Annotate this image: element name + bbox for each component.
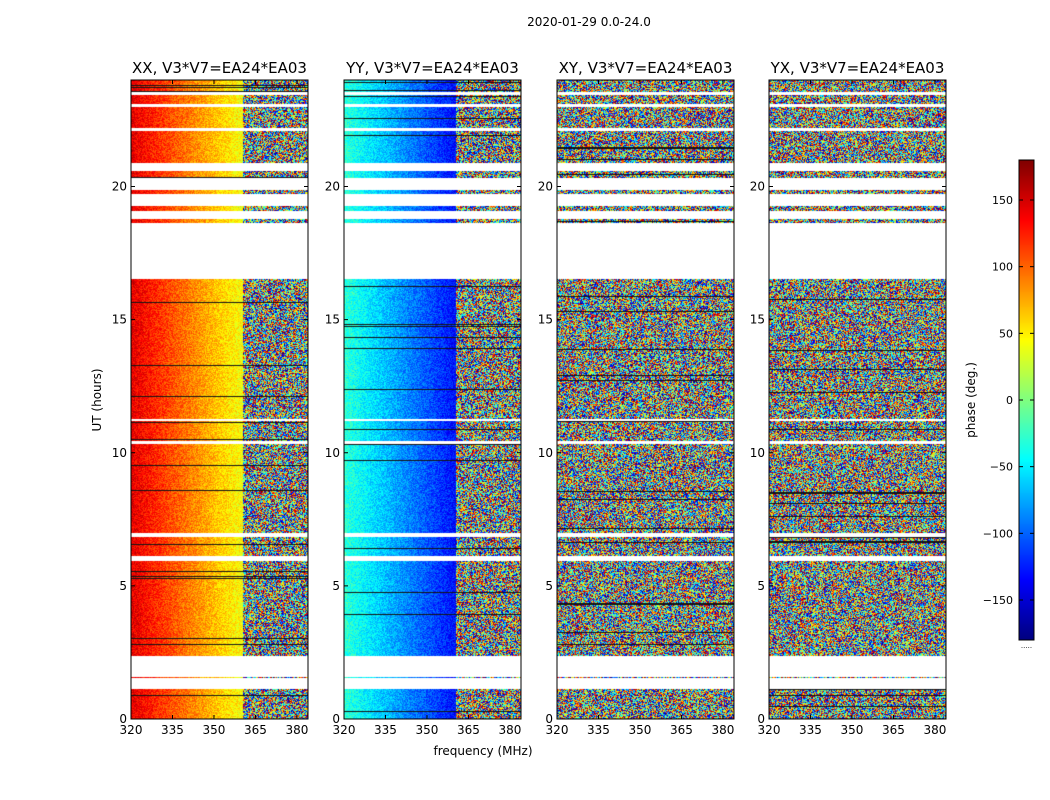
panel-title-YY: YY, V3*V7=EA24*EA03: [345, 59, 519, 77]
colorbar-tick-label--100: −100: [983, 527, 1013, 540]
y-tick-label-XY-10: 10: [538, 446, 553, 460]
colorbar-tick-label--150: −150: [983, 594, 1013, 607]
y-tick-label-YY-10: 10: [325, 446, 340, 460]
heatmap-XX: [131, 80, 308, 719]
x-tick-label-XX-350: 350: [203, 723, 226, 737]
x-tick-label-XX-380: 380: [285, 723, 308, 737]
y-tick-label-XX-0: 0: [119, 712, 127, 726]
y-tick-label-YX-0: 0: [757, 712, 765, 726]
panel-title-XY: XY, V3*V7=EA24*EA03: [559, 59, 733, 77]
axes-frame-YY: [343, 79, 522, 720]
y-tick-label-YX-15: 15: [750, 313, 765, 327]
y-tick-label-XX-20: 20: [112, 180, 127, 194]
colorbar-tick-label-50: 50: [999, 327, 1013, 340]
x-tick-label-YY-320: 320: [333, 723, 356, 737]
x-tick-label-YX-365: 365: [882, 723, 905, 737]
y-tick-label-XX-10: 10: [112, 446, 127, 460]
x-tick-label-XX-320: 320: [120, 723, 143, 737]
y-tick-label-YX-20: 20: [750, 180, 765, 194]
x-tick-label-XX-365: 365: [244, 723, 267, 737]
x-tick-label-XY-380: 380: [711, 723, 734, 737]
colorbar-tick-label-150: 150: [992, 194, 1013, 207]
x-tick-label-YX-380: 380: [923, 723, 946, 737]
colorbar-tick-label-100: 100: [992, 261, 1013, 274]
y-tick-label-YX-5: 5: [757, 579, 765, 593]
y-tick-label-XY-0: 0: [545, 712, 553, 726]
y-tick-label-YX-10: 10: [750, 446, 765, 460]
y-tick-label-YY-0: 0: [332, 712, 340, 726]
colorbar-label: phase (deg.): [964, 362, 978, 438]
axes-frame-XY: [556, 79, 735, 720]
x-tick-label-YY-350: 350: [416, 723, 439, 737]
y-axis-label: UT (hours): [90, 368, 104, 431]
x-tick-label-YY-380: 380: [498, 723, 521, 737]
y-tick-label-YY-15: 15: [325, 313, 340, 327]
x-tick-label-XY-335: 335: [587, 723, 610, 737]
panel-title-XX: XX, V3*V7=EA24*EA03: [132, 59, 307, 77]
x-tick-label-XY-320: 320: [546, 723, 569, 737]
y-tick-label-XY-15: 15: [538, 313, 553, 327]
y-tick-label-XY-20: 20: [538, 180, 553, 194]
x-axis-label: frequency (MHz): [433, 744, 532, 758]
x-tick-label-XX-335: 335: [161, 723, 184, 737]
x-tick-label-XY-350: 350: [629, 723, 652, 737]
x-tick-label-YX-335: 335: [799, 723, 822, 737]
x-tick-label-YY-365: 365: [457, 723, 480, 737]
colorbar-footer-dots: .....: [1021, 642, 1032, 650]
axes-frame-YX: [768, 79, 947, 720]
axes-frame-XX: [130, 79, 309, 720]
x-tick-label-YY-335: 335: [374, 723, 397, 737]
x-tick-label-XY-365: 365: [670, 723, 693, 737]
panel-title-YX: YX, V3*V7=EA24*EA03: [770, 59, 945, 77]
y-tick-label-XX-15: 15: [112, 313, 127, 327]
colorbar-tick-label-0: 0: [1006, 394, 1013, 407]
figure-suptitle: 2020-01-29 0.0-24.0: [527, 15, 651, 29]
heatmap-YY: [344, 80, 521, 719]
x-tick-label-YX-350: 350: [841, 723, 864, 737]
y-tick-label-XX-5: 5: [119, 579, 127, 593]
colorbar-gradient: [1019, 160, 1034, 640]
y-tick-label-YY-5: 5: [332, 579, 340, 593]
colorbar-tick-label--50: −50: [990, 461, 1013, 474]
heatmap-YX: [769, 80, 946, 719]
y-tick-label-XY-5: 5: [545, 579, 553, 593]
heatmap-XY: [557, 80, 734, 719]
y-tick-label-YY-20: 20: [325, 180, 340, 194]
x-tick-label-YX-320: 320: [758, 723, 781, 737]
